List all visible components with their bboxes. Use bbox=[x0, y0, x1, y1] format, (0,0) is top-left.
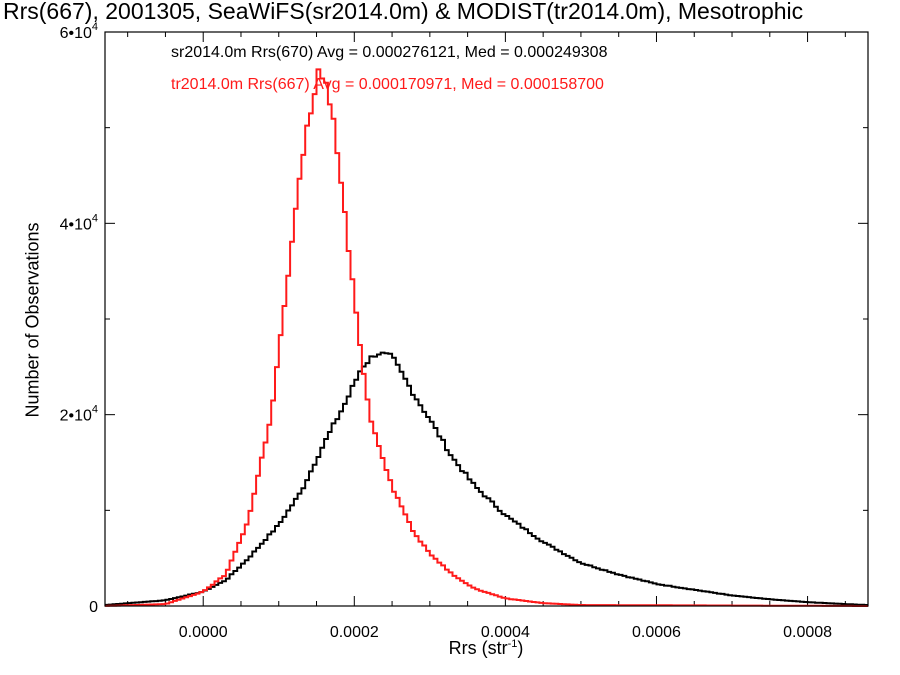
plot-frame bbox=[104, 31, 869, 607]
x-axis-title-close: ) bbox=[517, 638, 524, 658]
series-line-tr2014 bbox=[105, 68, 868, 607]
x-axis-title: Rrs (str-1) bbox=[449, 638, 524, 659]
series-layer bbox=[105, 68, 868, 607]
legend-entry-sr2014: sr2014.0m Rrs(670) Avg = 0.000276121, Me… bbox=[171, 44, 608, 61]
chart-title: Rrs(667), 2001305, SeaWiFS(sr2014.0m) & … bbox=[3, 0, 804, 24]
y-axis-title: Number of Observations bbox=[22, 222, 43, 418]
y-tick-label: 0 bbox=[89, 599, 98, 616]
axis-ticks bbox=[105, 31, 868, 607]
x-tick-label: 0.0008 bbox=[783, 624, 832, 641]
legend-entry-tr2014: tr2014.0m Rrs(667) Avg = 0.000170971, Me… bbox=[171, 76, 604, 93]
series-line-sr2014 bbox=[105, 351, 868, 606]
x-tick-label: 0.0004 bbox=[481, 624, 530, 641]
x-axis-title-exponent: -1 bbox=[507, 638, 518, 650]
y-tick-label: 6•104 bbox=[60, 21, 98, 42]
x-tick-labels: 0.0000 0.0002 0.0004 0.0006 0.0008 bbox=[179, 624, 832, 641]
x-tick-label: 0.0006 bbox=[632, 624, 681, 641]
y-tick-label: 4•104 bbox=[60, 212, 98, 233]
y-tick-label: 2•104 bbox=[60, 404, 98, 425]
x-tick-label: 0.0002 bbox=[330, 624, 379, 641]
y-tick-labels: 0 2•104 4•104 6•104 bbox=[60, 21, 99, 616]
x-axis-title-text: Rrs (str bbox=[448, 638, 508, 658]
x-tick-label: 0.0000 bbox=[179, 624, 228, 641]
